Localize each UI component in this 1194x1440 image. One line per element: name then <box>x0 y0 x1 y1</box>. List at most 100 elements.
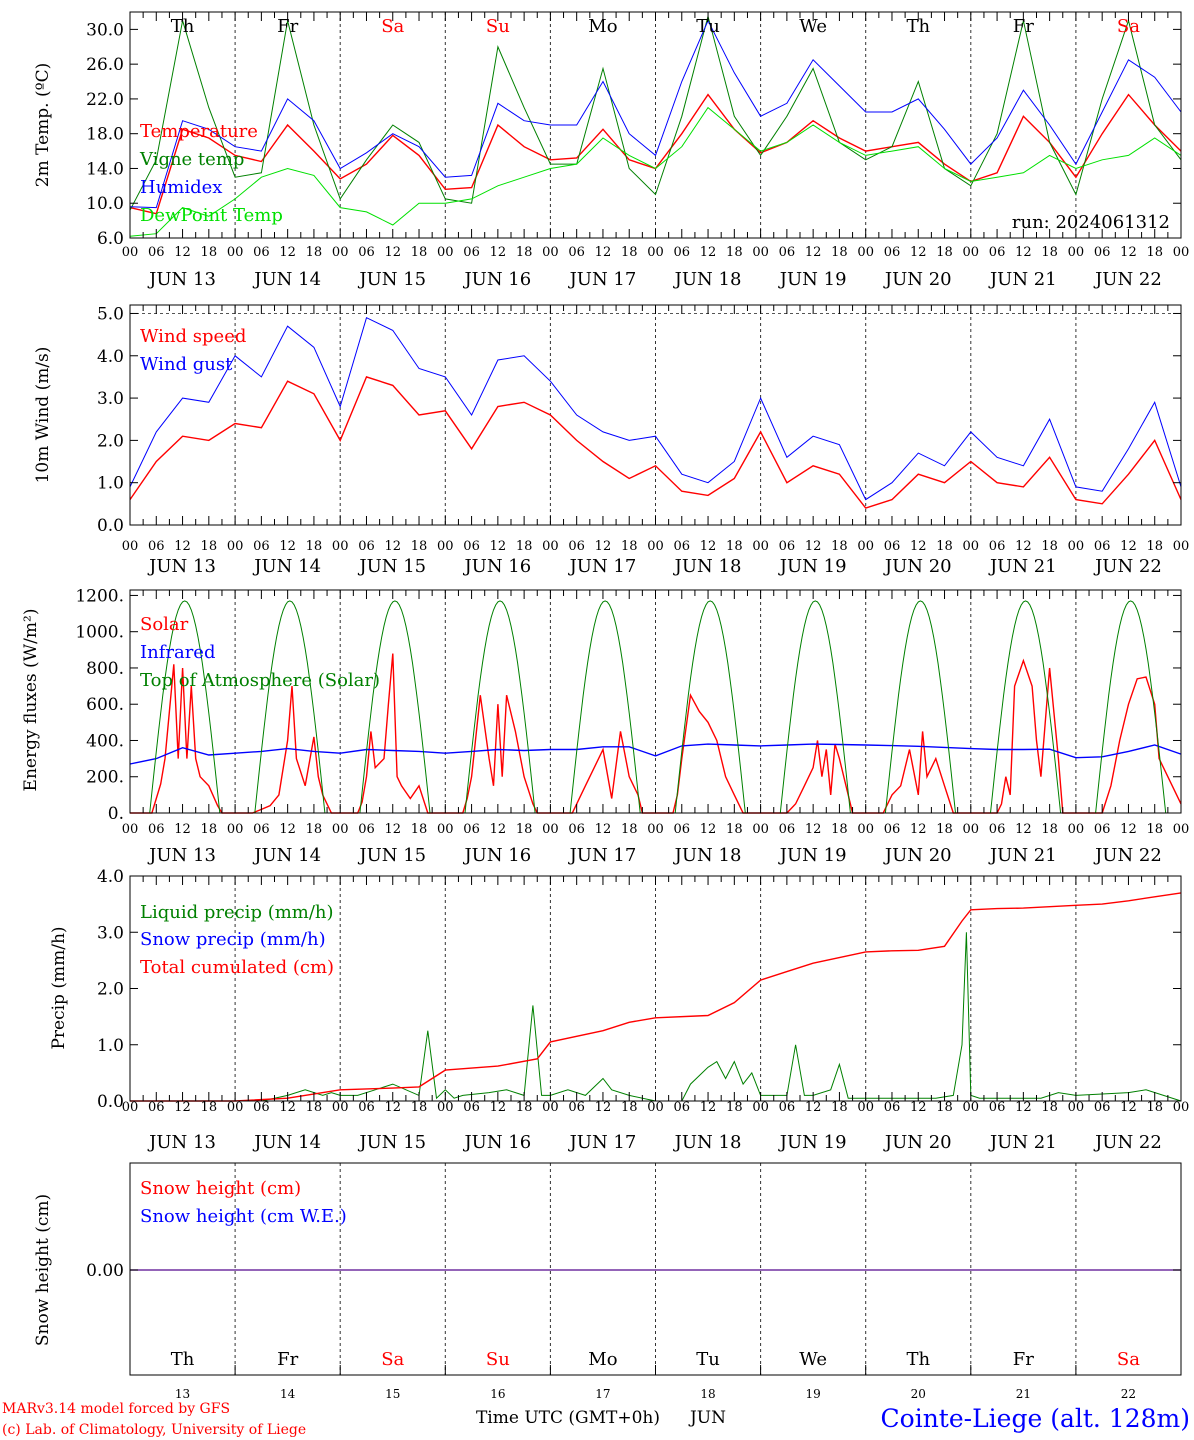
x-hour-label: 12 <box>1015 539 1032 554</box>
x-day-label: JUN 22 <box>1093 556 1162 577</box>
weekday-label: Th <box>171 16 195 37</box>
y-tick-label: 0. <box>108 804 124 824</box>
x-hour-label: 18 <box>516 1100 533 1115</box>
x-hour-label: 00 <box>1068 1100 1085 1115</box>
day-number-label: 19 <box>806 1387 821 1401</box>
x-day-label: JUN 14 <box>252 556 321 577</box>
x-hour-label: 06 <box>463 245 480 260</box>
x-day-label: JUN 16 <box>462 269 531 290</box>
x-hour-label: 00 <box>857 245 874 260</box>
y-tick-label: 1.0 <box>97 1036 124 1056</box>
x-hour-label: 00 <box>1173 822 1190 837</box>
x-hour-label: 12 <box>910 822 927 837</box>
x-hour-label: 06 <box>253 1100 270 1115</box>
x-hour-label: 00 <box>857 1100 874 1115</box>
x-hour-label: 18 <box>516 245 533 260</box>
x-day-label: JUN 13 <box>147 269 216 290</box>
x-hour-label: 18 <box>936 822 953 837</box>
y-tick-label: 22.0 <box>86 90 124 110</box>
x-hour-label: 18 <box>621 539 638 554</box>
x-hour-label: 06 <box>884 245 901 260</box>
x-hour-label: 00 <box>542 822 559 837</box>
x-hour-label: 00 <box>227 822 244 837</box>
y-tick-label: 400. <box>86 731 124 751</box>
weekday-label: We <box>799 1349 827 1370</box>
x-hour-label: 12 <box>490 1100 507 1115</box>
legend-entry: Infrared <box>140 642 215 663</box>
x-hour-label: 12 <box>595 245 612 260</box>
x-hour-label: 18 <box>201 1100 218 1115</box>
x-hour-label: 06 <box>779 822 796 837</box>
x-hour-label: 18 <box>201 822 218 837</box>
x-hour-label: 12 <box>1015 245 1032 260</box>
x-day-label: JUN 15 <box>357 556 426 577</box>
weekday-label: Fr <box>1013 1349 1034 1370</box>
y-tick-label: 2.0 <box>97 431 124 451</box>
x-hour-label: 12 <box>805 1100 822 1115</box>
x-hour-label: 06 <box>568 245 585 260</box>
x-hour-label: 06 <box>1094 245 1111 260</box>
weekday-label: Tu <box>696 16 720 37</box>
weekday-label: Fr <box>277 16 298 37</box>
day-number-label: 22 <box>1121 1387 1136 1401</box>
x-hour-label: 18 <box>516 539 533 554</box>
day-number-label: 20 <box>911 1387 926 1401</box>
y-tick-label: 26.0 <box>86 55 124 75</box>
x-hour-label: 00 <box>437 245 454 260</box>
x-day-label: JUN 22 <box>1093 269 1162 290</box>
y-tick-label: 2.0 <box>97 980 124 1000</box>
x-hour-label: 12 <box>279 245 296 260</box>
y-tick-label: 600. <box>86 695 124 715</box>
x-hour-label: 06 <box>884 1100 901 1115</box>
weekday-label: Fr <box>1013 16 1034 37</box>
weekday-label: Sa <box>381 1349 404 1370</box>
x-day-label: JUN 16 <box>462 1132 531 1153</box>
y-axis-label: Energy fluxes (W/m²) <box>21 609 41 792</box>
x-hour-label: 00 <box>963 822 980 837</box>
day-number-label: 21 <box>1016 1387 1031 1401</box>
x-hour-label: 00 <box>752 1100 769 1115</box>
credit-line-2: (c) Lab. of Climatology, University of L… <box>2 1422 306 1438</box>
x-hour-label: 12 <box>805 245 822 260</box>
x-hour-label: 18 <box>936 245 953 260</box>
x-hour-label: 18 <box>411 1100 428 1115</box>
x-hour-label: 00 <box>122 822 139 837</box>
x-hour-label: 00 <box>1068 822 1085 837</box>
x-day-label: JUN 20 <box>883 1132 952 1153</box>
x-axis-month: JUN <box>688 1408 726 1428</box>
run-label: run: 2024061312 <box>1012 212 1170 233</box>
y-axis-label: 2m Temp. (ºC) <box>33 63 53 188</box>
legend-entry: Total cumulated (cm) <box>140 957 334 978</box>
x-hour-label: 00 <box>437 539 454 554</box>
x-hour-label: 06 <box>358 539 375 554</box>
x-hour-label: 18 <box>411 245 428 260</box>
x-hour-label: 18 <box>1146 539 1163 554</box>
x-hour-label: 00 <box>1068 245 1085 260</box>
plot-frame <box>129 589 1182 814</box>
day-number-label: 15 <box>385 1387 400 1401</box>
y-axis-label: Snow height (cm) <box>33 1194 53 1346</box>
x-hour-label: 06 <box>674 822 691 837</box>
x-hour-label: 00 <box>647 822 664 837</box>
x-hour-label: 06 <box>568 822 585 837</box>
x-day-label: JUN 19 <box>778 556 847 577</box>
x-hour-label: 00 <box>647 539 664 554</box>
x-day-label: JUN 18 <box>673 556 742 577</box>
x-hour-label: 00 <box>1173 539 1190 554</box>
x-day-label: JUN 14 <box>252 269 321 290</box>
day-number-label: 18 <box>700 1387 715 1401</box>
x-hour-label: 18 <box>1041 245 1058 260</box>
series-line-solar <box>130 653 1182 814</box>
x-hour-label: 12 <box>595 539 612 554</box>
x-hour-label: 00 <box>647 245 664 260</box>
x-hour-label: 06 <box>884 822 901 837</box>
x-hour-label: 06 <box>884 539 901 554</box>
x-hour-label: 12 <box>700 245 717 260</box>
x-hour-label: 18 <box>306 822 323 837</box>
x-hour-label: 00 <box>542 245 559 260</box>
weekday-label: Tu <box>696 1349 720 1370</box>
x-day-label: JUN 21 <box>988 556 1057 577</box>
x-hour-label: 18 <box>621 1100 638 1115</box>
weekday-label: Fr <box>277 1349 298 1370</box>
legend-entry: DewPoint Temp <box>140 205 283 226</box>
